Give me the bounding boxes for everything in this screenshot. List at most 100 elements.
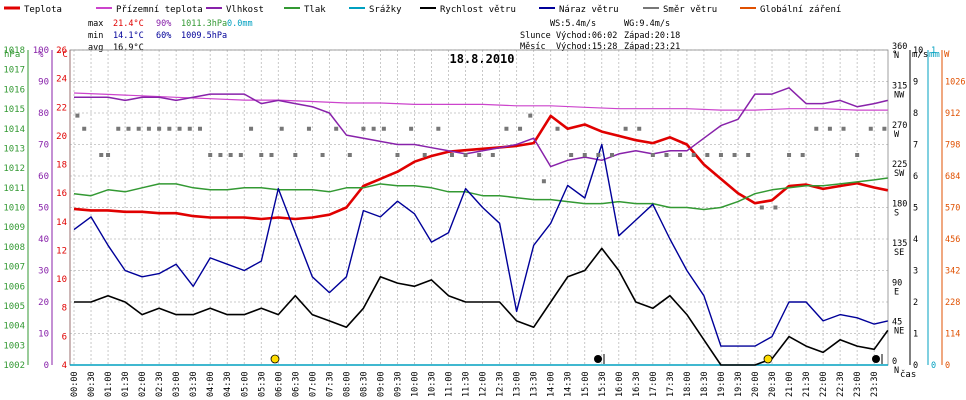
x-tick-label: 23:30 [870,371,880,397]
rain-tick-label: 0 [931,361,936,371]
legend-item-tlak: Tlak [284,5,326,15]
x-tick-label: 06:00 [274,371,284,397]
wind-dir-mark [157,126,162,131]
wind-dir-compass-label: SE [894,248,904,258]
wind-dir-mark [623,126,628,131]
wind-dir-tick-label: 180 [892,200,907,210]
pressure-tick-label: 1016 [3,85,25,95]
wind-dir-unit: ° [892,50,897,60]
wind-speed-unit: m/s [912,50,928,60]
x-tick-label: 22:00 [819,371,829,397]
x-tick-label: 21:30 [802,371,812,397]
x-tick-label: 11:00 [445,371,455,397]
x-tick-label: 02:00 [138,371,148,397]
stats-avg-label: avg [88,43,103,53]
x-tick-label: 00:00 [70,371,80,397]
wind-dir-mark [814,126,819,131]
legend-item-globalni-zareni: Globální záření [740,5,841,15]
rain-unit: mm [929,50,940,60]
x-tick-label: 06:30 [291,371,301,397]
humidity-tick-label: 90 [38,78,49,88]
wind-dir-mark [269,153,274,157]
wind-dir-mark [732,153,737,157]
x-tick-label: 00:30 [87,371,97,397]
wind-dir-mark [238,153,243,157]
legend-item-vlhkost: Vlhkost [206,5,264,15]
wind-dir-mark [371,126,376,131]
stats-max-hum: 90% [156,19,171,29]
wind-dir-mark [650,153,655,157]
wind-dir-mark [596,153,601,157]
x-tick-label: 05:00 [240,371,250,397]
pressure-tick-label: 1009 [3,223,25,233]
radiation-tick-label: 456 [945,235,960,245]
humidity-tick-label: 70 [38,141,49,151]
x-tick-label: 14:00 [547,371,557,397]
x-axis: 00:00 00:30 01:00 01:30 02:00 02:30 03:00 03:30… [70,371,880,397]
wind-dir-mark [409,126,414,131]
pressure-tick-label: 1004 [3,322,25,332]
wind-dir-tick-label: 45 [892,318,902,328]
legend-label-naraz-vetru: Náraz větru [559,5,619,15]
wind-dir-mark [347,153,352,157]
wind-dir-compass-label: N [894,51,899,61]
legend-item-naraz-vetru: Náraz větru [539,5,619,15]
wind-dir-mark [504,126,509,131]
wind-dir-tick-label: 360 [892,42,907,52]
markers [270,354,883,364]
pressure-tick-label: 1018 [3,46,25,56]
wind-dir-mark [146,126,151,131]
humidity-tick-label: 50 [38,204,49,214]
legend-label-tlak: Tlak [304,5,326,15]
wind-dir-mark [691,153,696,157]
wind-dir-tick-label: 225 [892,160,907,170]
wind-dir-mark [490,153,495,157]
wind-dir-mark [82,126,87,131]
legend-label-rychlost-vetru: Rychlost větru [440,5,516,15]
wind-speed-tick-label: 7 [913,141,918,151]
pressure-tick-label: 1017 [3,66,25,76]
sun-set: Západ:20:18 [624,31,680,41]
x-tick-label: 16:30 [632,371,642,397]
x-tick-label: 05:30 [257,371,267,397]
wind-speed-tick-label: 0 [913,361,918,371]
humidity-tick-label: 80 [38,109,49,119]
moon-set: Západ:23:21 [624,42,680,52]
pressure-tick-label: 1011 [3,184,25,194]
temperature-unit: °C [57,50,68,60]
wind-dir-mark [136,126,141,131]
humidity-tick-label: 100 [33,46,49,56]
x-tick-label: 08:00 [342,371,352,397]
wind-dir-mark [126,126,131,131]
wind-dir-mark [361,126,366,131]
wind-dir-mark [773,205,778,210]
x-tick-label: 15:30 [598,371,608,397]
radiation-tick-label: 684 [945,172,960,182]
wind-dir-tick-label: 270 [892,121,907,131]
x-tick-label: 17:00 [649,371,659,397]
x-tick-label: 19:00 [717,371,727,397]
wind-dir-mark [800,153,805,157]
wind-dir-compass-label: N [894,366,899,376]
wind-dir-mark [449,153,454,157]
temperature-tick-label: 24 [56,75,67,85]
wind-dir-mark [759,205,764,210]
astro-block: WS:5.4m/s WG:9.4m/s Slunce Východ:06:02 … [520,19,680,52]
x-tick-label: 01:00 [104,371,114,397]
wind-wg-text: WG:9.4m/s [624,19,670,29]
stats-min-hum: 60% [156,31,171,41]
pressure-tick-label: 1012 [3,164,25,174]
wind-dir-mark [746,153,751,157]
humidity-unit: % [38,50,44,60]
wind-dir-compass-label: E [894,287,899,297]
wind-speed-tick-label: 6 [913,172,918,182]
series-line-naraz-vetru [73,143,888,347]
wind-dir-mark [279,126,284,131]
wind-dir-tick-label: 315 [892,81,907,91]
wind-dir-mark [334,126,339,131]
chart-title: 18.8.2010 [449,52,514,66]
sunrise-marker [270,354,280,364]
radiation-tick-label: 342 [945,267,960,277]
wind-dir-mark [609,153,614,157]
x-tick-label: 19:30 [734,371,744,397]
